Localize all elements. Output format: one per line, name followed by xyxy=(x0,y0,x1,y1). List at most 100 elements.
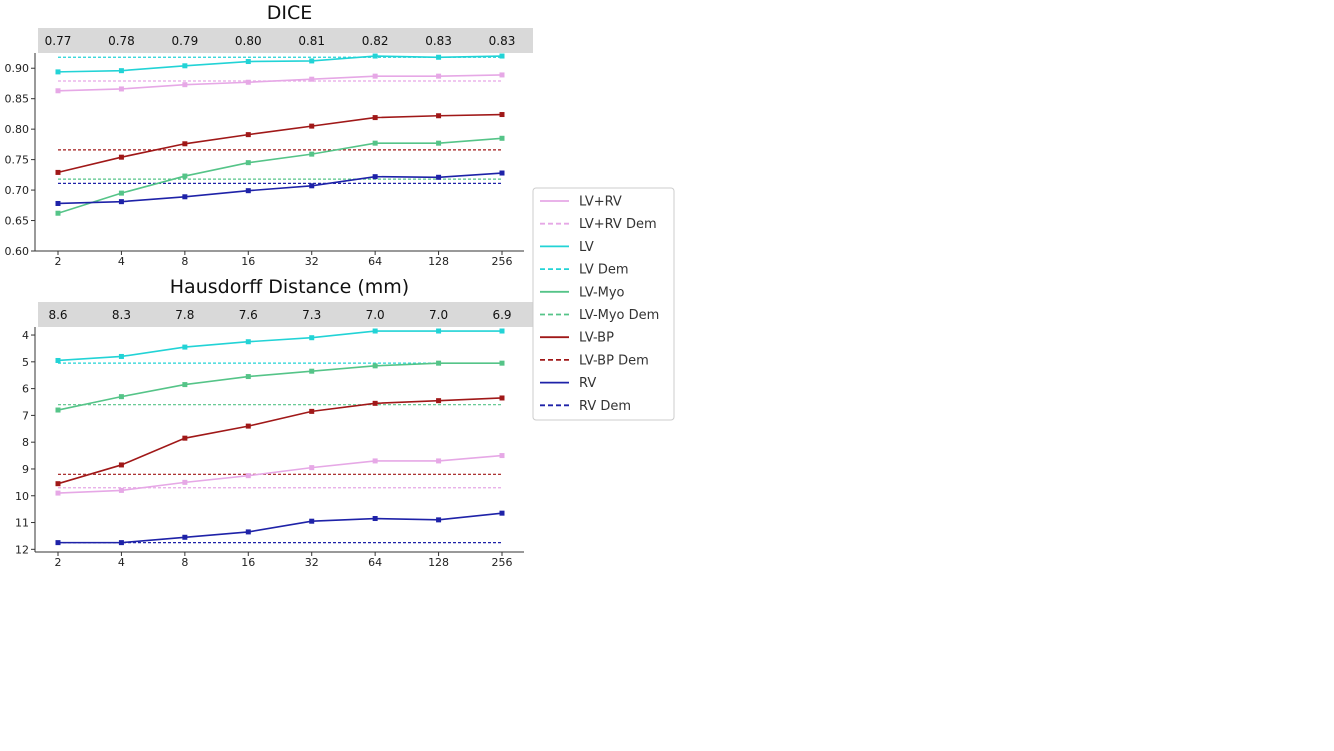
y-tick-label: 4 xyxy=(22,329,29,342)
x-tick-label: 16 xyxy=(241,255,255,268)
data-point-lv-bp xyxy=(182,435,188,441)
y-tick-label: 10 xyxy=(15,490,29,503)
data-point-lv-rv xyxy=(245,79,251,85)
data-point-rv xyxy=(55,540,61,546)
series-line-rv xyxy=(58,512,503,544)
y-tick-label: 11 xyxy=(15,517,29,530)
y-tick-label: 0.75 xyxy=(5,154,30,167)
y-tick-label: 7 xyxy=(22,409,29,422)
data-point-lv-bp xyxy=(309,123,315,129)
top-label: 7.0 xyxy=(429,308,448,322)
top-label: 0.81 xyxy=(298,34,325,48)
data-point-lv-rv xyxy=(182,82,188,88)
data-point-lv-rv xyxy=(436,73,442,79)
data-point-lv-myo xyxy=(436,140,442,146)
data-point-lv xyxy=(309,335,315,341)
data-point-lv xyxy=(309,58,315,64)
x-tick-label: 32 xyxy=(305,255,319,268)
chart-title: DICE xyxy=(267,2,313,24)
y-tick-label: 0.60 xyxy=(5,245,30,258)
legend-label: LV+RV Dem xyxy=(579,217,657,232)
data-point-lv-rv xyxy=(309,76,315,82)
top-label: 0.82 xyxy=(362,34,389,48)
data-point-rv xyxy=(182,534,188,540)
series-line-lv-myo xyxy=(57,137,503,214)
x-tick-label: 8 xyxy=(181,556,188,569)
y-tick-label: 0.70 xyxy=(5,184,30,197)
data-point-rv xyxy=(372,516,378,522)
top-label: 8.3 xyxy=(112,308,131,322)
top-label: 7.0 xyxy=(366,308,385,322)
data-point-lv-myo xyxy=(118,190,124,196)
data-point-lv xyxy=(55,69,61,75)
top-label: 6.9 xyxy=(492,308,511,322)
data-point-lv xyxy=(118,68,124,74)
data-point-rv xyxy=(245,188,251,194)
y-tick-label: 9 xyxy=(22,463,29,476)
x-tick-label: 64 xyxy=(368,255,382,268)
data-point-lv-rv xyxy=(182,479,188,485)
legend-label: RV Dem xyxy=(579,399,631,414)
data-point-lv xyxy=(118,353,124,359)
data-point-rv xyxy=(118,199,124,205)
data-point-lv-rv xyxy=(372,73,378,79)
data-point-lv xyxy=(182,63,188,69)
x-tick-label: 128 xyxy=(428,255,449,268)
data-point-lv-bp xyxy=(499,112,505,118)
chart-title: Hausdorff Distance (mm) xyxy=(170,276,409,298)
y-tick-label: 0.90 xyxy=(5,62,30,75)
data-point-lv-myo xyxy=(499,135,505,141)
data-point-lv-rv xyxy=(372,458,378,464)
legend-label: RV xyxy=(579,376,596,391)
data-point-lv-myo xyxy=(245,374,251,380)
y-tick-label: 12 xyxy=(15,543,29,556)
data-point-rv xyxy=(499,510,505,516)
data-point-lv-bp xyxy=(55,169,61,175)
series-line-lv-rv xyxy=(57,74,503,92)
data-point-lv xyxy=(436,328,442,334)
data-point-lv-myo xyxy=(372,140,378,146)
data-point-lv-bp xyxy=(309,408,315,414)
data-point-lv xyxy=(436,54,442,60)
data-point-lv-rv xyxy=(118,487,124,493)
data-point-lv-rv xyxy=(55,88,61,94)
data-point-rv xyxy=(499,170,505,176)
top-label: 7.6 xyxy=(239,308,258,322)
series-line-lv-bp xyxy=(57,397,503,485)
top-label: 8.6 xyxy=(48,308,67,322)
data-point-lv-bp xyxy=(55,481,61,487)
data-point-lv-rv xyxy=(55,490,61,496)
y-tick-label: 0.65 xyxy=(5,215,30,228)
data-point-lv-bp xyxy=(436,113,442,119)
data-point-rv xyxy=(436,174,442,180)
legend-label: LV-BP xyxy=(579,331,614,346)
data-point-lv-rv xyxy=(436,458,442,464)
chart-2: Hausdorff Distance (mm) 8.6 8.3 7.8 7.6 7.3 7.… xyxy=(15,276,533,569)
data-point-lv xyxy=(55,357,61,363)
x-tick-label: 256 xyxy=(492,255,513,268)
series-line-lv-myo xyxy=(57,362,502,411)
data-point-rv xyxy=(182,194,188,200)
x-tick-label: 4 xyxy=(118,556,125,569)
legend-label: LV Dem xyxy=(579,263,629,278)
legend-label: LV+RV xyxy=(579,195,622,210)
data-point-lv-rv xyxy=(309,465,315,471)
data-point-rv xyxy=(118,540,124,546)
legend-label: LV-BP Dem xyxy=(579,353,649,368)
y-tick-label: 8 xyxy=(22,436,29,449)
y-tick-label: 0.85 xyxy=(5,93,30,106)
top-label: 0.78 xyxy=(108,34,135,48)
data-point-lv-rv xyxy=(118,86,124,92)
x-tick-label: 2 xyxy=(55,255,62,268)
data-point-lv-bp xyxy=(118,462,124,468)
data-point-rv xyxy=(372,174,378,180)
x-tick-label: 2 xyxy=(55,556,62,569)
data-point-lv xyxy=(245,339,251,345)
legend-label: LV-Myo xyxy=(579,285,625,300)
data-point-lv-bp xyxy=(245,423,251,429)
data-point-lv-bp xyxy=(436,398,442,404)
top-label-band xyxy=(38,28,533,53)
data-point-lv xyxy=(372,53,378,59)
data-point-lv xyxy=(245,59,251,65)
data-point-lv-myo xyxy=(436,360,442,366)
